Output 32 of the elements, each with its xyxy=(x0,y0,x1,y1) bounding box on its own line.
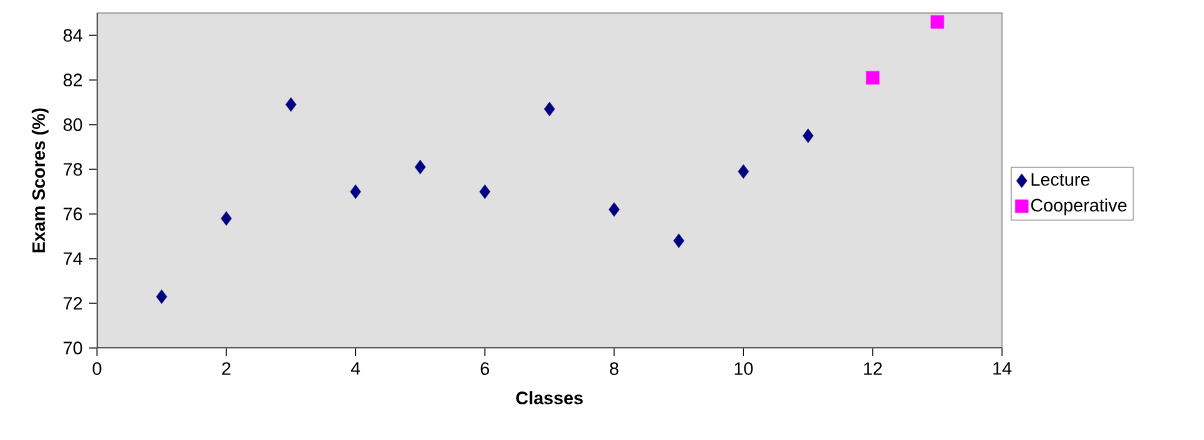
point xyxy=(156,289,168,304)
x-tick-label: 8 xyxy=(609,362,619,375)
point xyxy=(673,233,685,248)
y-tick-label: 80 xyxy=(63,118,83,132)
point xyxy=(479,184,491,199)
x-tick-label: 10 xyxy=(734,362,753,375)
x-tick-label: 6 xyxy=(480,362,490,375)
point xyxy=(802,128,814,144)
y-tick-label: 84 xyxy=(63,28,83,42)
x-tick-label: 0 xyxy=(92,362,102,375)
y-tick-label: 70 xyxy=(63,341,83,355)
x-axis-title: Classes xyxy=(516,391,583,405)
y-tick-label: 82 xyxy=(63,73,82,87)
point xyxy=(608,202,620,217)
y-tick-label: 78 xyxy=(63,162,83,176)
point xyxy=(414,159,426,175)
y-tick-label: 76 xyxy=(63,207,83,221)
x-tick-label: 2 xyxy=(222,362,231,375)
x-tick-label: 12 xyxy=(864,362,882,375)
point xyxy=(930,15,945,29)
y-tick-label: 74 xyxy=(63,252,83,265)
x-tick-label: 4 xyxy=(350,362,361,375)
legend-label: Cooperative xyxy=(1031,198,1127,216)
point xyxy=(866,71,880,85)
legend-label: Lecture xyxy=(1031,173,1090,186)
point xyxy=(220,211,232,226)
point xyxy=(737,164,749,179)
y-tick-label: 72 xyxy=(63,297,82,310)
point xyxy=(350,184,362,199)
x-tick-label: 14 xyxy=(993,362,1012,375)
y-axis-title: Exam Scores (%) xyxy=(31,108,49,253)
point xyxy=(285,97,297,112)
